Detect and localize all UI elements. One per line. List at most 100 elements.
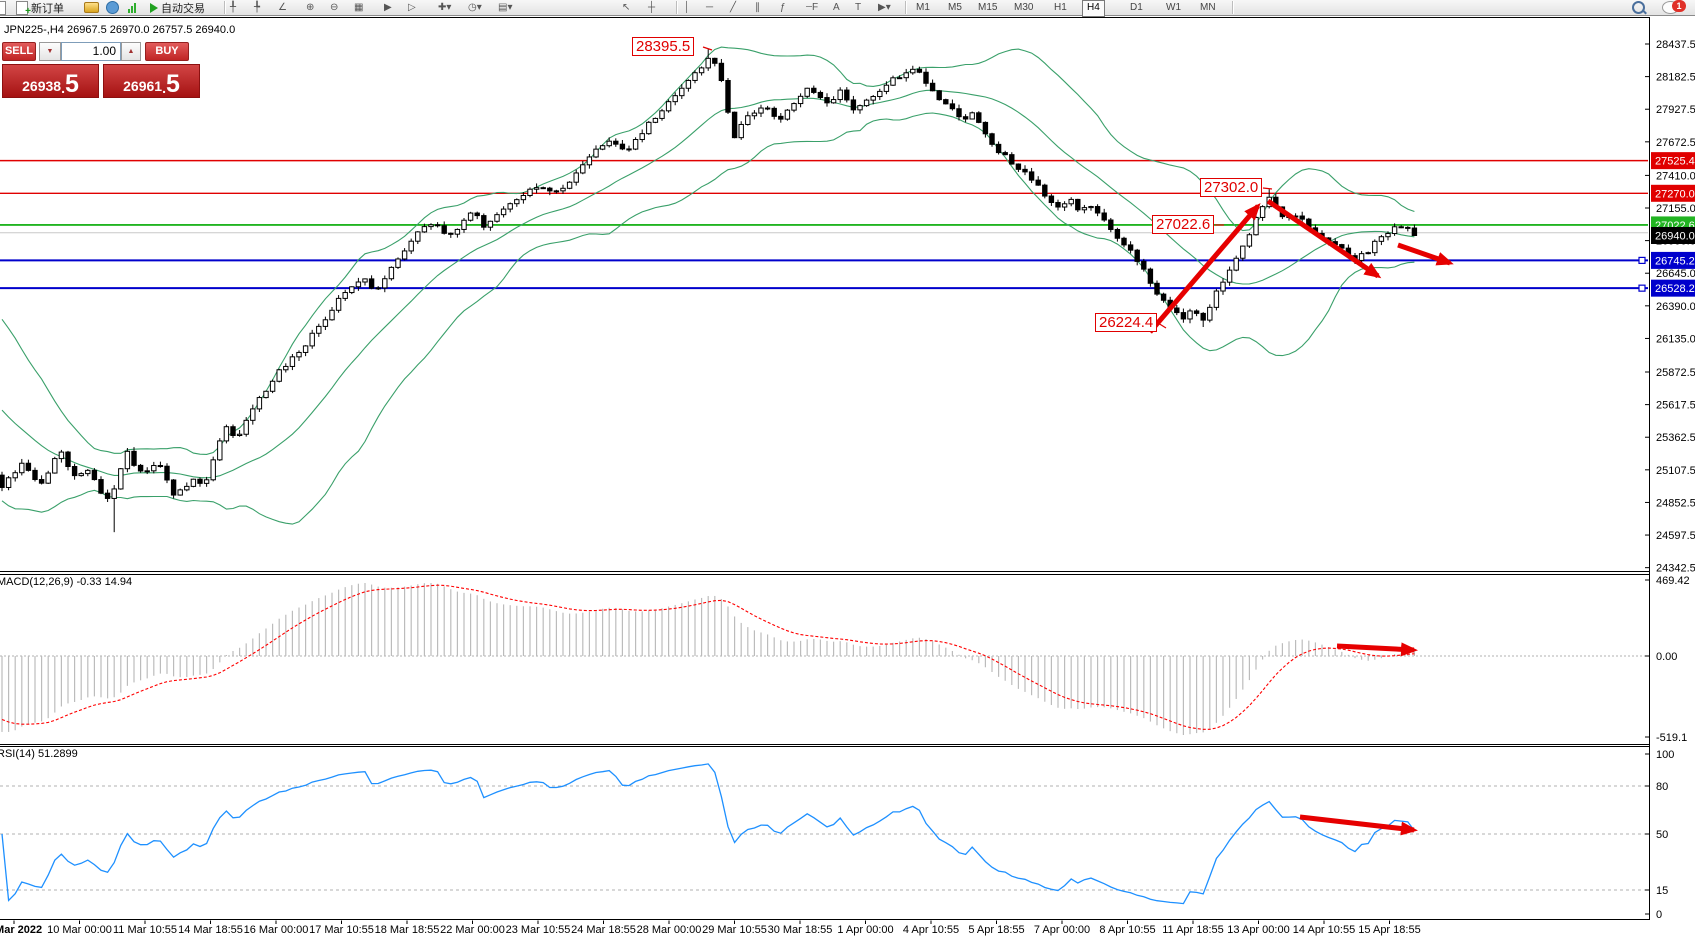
time-label: 15 Apr 18:55 <box>1358 924 1420 936</box>
timeframe-button-M15[interactable]: M15 <box>978 2 998 13</box>
main-pane <box>0 46 1648 533</box>
trend-arrow-0[interactable] <box>1148 202 1261 334</box>
price-tick-label: 27410.0 <box>1656 170 1695 182</box>
price-tick-label: 27927.5 <box>1656 104 1695 116</box>
macd-signal-line <box>1 584 1415 730</box>
time-label: 22 Mar 00:00 <box>440 924 505 936</box>
price-callout-27022.6[interactable]: 27022.6 <box>1152 215 1215 234</box>
timeframe-button-H4[interactable]: H4 <box>1082 0 1105 17</box>
line-handle[interactable] <box>1638 256 1646 265</box>
autotrade-button[interactable]: 自动交易 <box>150 0 205 15</box>
time-label: 14 Mar 18:55 <box>178 924 243 936</box>
doc-icon <box>0 0 6 15</box>
price-tick-label: 25872.5 <box>1656 367 1695 379</box>
time-label: 17 Mar 10:55 <box>309 924 374 936</box>
tool-icon-14[interactable]: ─ <box>706 2 714 13</box>
tool-icon-18[interactable]: ┄F <box>806 2 819 13</box>
price-tick-label: 24597.5 <box>1656 530 1695 542</box>
trend-arrow-4[interactable] <box>1299 814 1418 836</box>
rsi-scale-label: 80 <box>1656 781 1668 793</box>
tool-icon-11[interactable]: ↖ <box>622 2 631 13</box>
tool-icon-19[interactable]: A <box>833 2 840 13</box>
time-label: 8 Mar 2022 <box>0 924 42 936</box>
chart-ohlc-title: JPN225-,H4 26967.5 26970.0 26757.5 26940… <box>4 24 236 36</box>
tool-icon-10[interactable]: ▤▾ <box>498 2 513 13</box>
price-callout-26224.4[interactable]: 26224.4 <box>1095 313 1158 332</box>
market-watch-button[interactable] <box>84 0 99 15</box>
volume-up-spinner[interactable]: ▲ <box>121 42 141 61</box>
tool-icon-17[interactable]: ƒ <box>780 2 786 13</box>
volume-input[interactable]: 1.00 <box>61 42 121 61</box>
macd-scale-label: 469.42 <box>1656 575 1690 587</box>
price-tick-label: 25362.5 <box>1656 432 1695 444</box>
line-handle[interactable] <box>1638 284 1646 292</box>
buy-price-display[interactable]: 26961. 5 <box>103 64 200 98</box>
price-badge-text: 27525.4 <box>1655 156 1695 168</box>
timeframe-button-M30[interactable]: M30 <box>1014 2 1034 13</box>
tool-icon-5[interactable]: ▦ <box>354 2 364 13</box>
rsi-scale-label: 0 <box>1656 909 1662 921</box>
trend-arrow-1[interactable] <box>1266 198 1382 279</box>
tool-icon-7[interactable]: ▷ <box>408 2 416 13</box>
notifications-button[interactable]: 1 <box>1662 0 1686 15</box>
price-callout-28395.5[interactable]: 28395.5 <box>632 37 695 56</box>
tool-icon-12[interactable]: ┼ <box>648 2 656 13</box>
time-label: 28 Mar 00:00 <box>637 924 702 936</box>
macd-indicator-label: MACD(12,26,9) -0.33 14.94 <box>0 576 133 588</box>
price-badge-text: 26745.2 <box>1655 255 1695 267</box>
tool-icon-3[interactable]: ⊕ <box>306 2 315 13</box>
tool-icon-4[interactable]: ⊖ <box>330 2 339 13</box>
price-badge-text: 27270.0 <box>1655 188 1695 200</box>
time-label: 10 Mar 00:00 <box>47 924 112 936</box>
time-label: 13 Apr 00:00 <box>1227 924 1289 936</box>
sell-price-display[interactable]: 26938. 5 <box>2 64 99 98</box>
new-order-label: 新订单 <box>31 2 64 15</box>
tool-icon-13[interactable]: │ <box>684 2 691 13</box>
tool-icon-1[interactable]: ╄ <box>254 2 261 13</box>
timeframe-button-H1[interactable]: H1 <box>1054 2 1067 13</box>
rsi-line <box>1 763 1415 905</box>
tool-icon-0[interactable]: ╀ <box>230 2 237 13</box>
price-tick-label: 27155.0 <box>1656 203 1695 215</box>
trend-arrow-2[interactable] <box>1397 242 1454 266</box>
signals-button[interactable] <box>128 0 137 15</box>
tool-icon-2[interactable]: ∠ <box>278 2 287 13</box>
price-badge-26745.2 <box>1651 251 1695 269</box>
tool-icon-20[interactable]: T <box>855 2 862 13</box>
price-callout-27302.0[interactable]: 27302.0 <box>1200 178 1263 197</box>
time-label: 7 Apr 00:00 <box>1034 924 1090 936</box>
price-tick-label: 26135.0 <box>1656 333 1695 345</box>
timeframe-button-MN[interactable]: MN <box>1200 2 1216 13</box>
tool-icon-16[interactable]: ∥ <box>755 2 760 13</box>
separator <box>224 1 226 14</box>
tool-icon-15[interactable]: ╱ <box>730 2 737 13</box>
search-button[interactable] <box>1632 0 1647 15</box>
volume-down-spinner[interactable]: ▼ <box>39 42 61 61</box>
time-label: 24 Mar 18:55 <box>571 924 636 936</box>
rsi-scale-label: 50 <box>1656 829 1668 841</box>
time-label: 8 Apr 10:55 <box>1099 924 1155 936</box>
sell-button[interactable]: SELL <box>2 42 36 61</box>
bollinger-lower-band <box>1 112 1415 525</box>
price-badge-26940.0 <box>1651 226 1695 244</box>
separator <box>1232 1 1234 14</box>
buy-button[interactable]: BUY <box>145 42 189 61</box>
time-label: 23 Mar 10:55 <box>506 924 571 936</box>
tool-icon-21[interactable]: ▶▾ <box>878 2 891 13</box>
trend-arrow-3[interactable] <box>1336 642 1418 657</box>
toolbar: + 新订单 自动交易 ╀ ╄ ∠ ⊕ ⊖ ▦ ▶ ▷ ✚▾ ◷▾ ▤▾ ↖ ┼ │ ─ ╱ ∥ ƒ ┄F A T ▶▾ M… <box>0 0 1695 17</box>
new-order-button[interactable]: + 新订单 <box>16 0 64 16</box>
timeframe-button-M1[interactable]: M1 <box>916 2 930 13</box>
autotrade-label: 自动交易 <box>161 2 205 15</box>
time-label: 1 Apr 00:00 <box>837 924 893 936</box>
community-button[interactable] <box>106 0 119 15</box>
timeframe-button-M5[interactable]: M5 <box>948 2 962 13</box>
chart-window-icon[interactable] <box>0 0 6 15</box>
timeframe-button-W1[interactable]: W1 <box>1166 2 1181 13</box>
timeframe-button-D1[interactable]: D1 <box>1130 2 1143 13</box>
price-tick-label: 25107.5 <box>1656 465 1695 477</box>
tool-icon-9[interactable]: ◷▾ <box>468 2 482 13</box>
tool-icon-6[interactable]: ▶ <box>384 2 392 13</box>
tool-icon-8[interactable]: ✚▾ <box>438 2 452 13</box>
